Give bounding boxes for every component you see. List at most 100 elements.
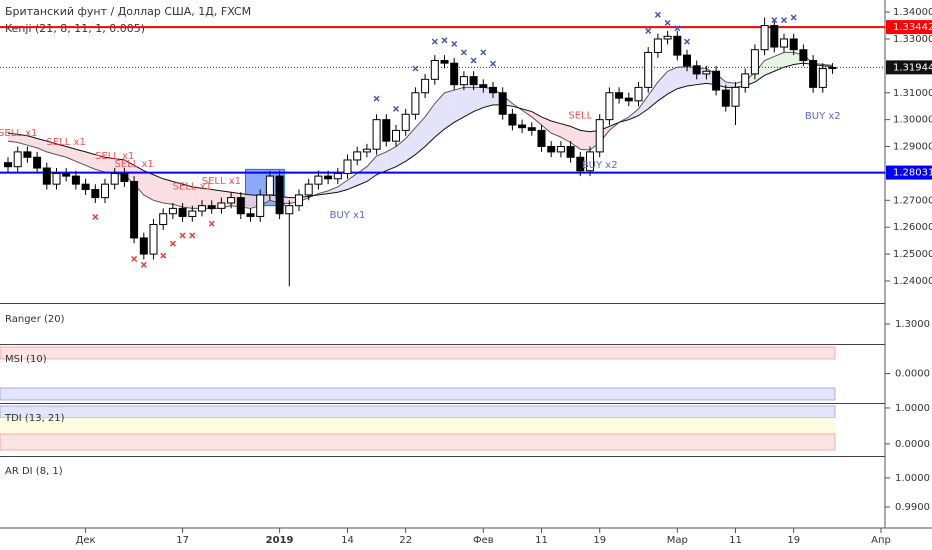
candle-body — [527, 127, 536, 131]
band-fill — [328, 186, 338, 194]
band-fill — [560, 123, 571, 143]
candle — [770, 20, 779, 53]
candle — [556, 141, 565, 158]
candle-body — [537, 129, 546, 148]
x-marker — [373, 95, 380, 102]
candle — [566, 141, 575, 163]
chart-title: Британский фунт / Доллар США, 1Д, FXCM — [5, 5, 251, 18]
x-tick-label: 11 — [729, 535, 742, 546]
candle-body — [275, 175, 284, 215]
x-marker — [674, 25, 681, 32]
candle — [780, 33, 788, 53]
candle-body — [576, 156, 585, 172]
candle — [362, 143, 371, 158]
signal-label: BUY x2 — [805, 111, 841, 122]
pane-y-tick-label: 0.9900 — [895, 502, 930, 513]
candle-body — [168, 207, 177, 215]
candle — [159, 208, 168, 230]
candle-body — [304, 183, 313, 196]
band-fill — [551, 120, 561, 138]
band-fill — [337, 180, 348, 193]
band-fill — [17, 134, 28, 146]
signal-label: SELL x1 — [95, 151, 134, 162]
candle-body — [149, 223, 158, 255]
candle — [595, 114, 604, 158]
x-marker — [92, 213, 99, 220]
candle — [91, 184, 100, 203]
band-fill — [202, 188, 212, 209]
candle-body — [818, 68, 827, 88]
band-fill — [463, 87, 474, 117]
x-marker — [131, 255, 138, 262]
candle — [304, 178, 313, 201]
pane-label: TDI (13, 21) — [4, 413, 65, 424]
candle — [683, 49, 691, 72]
candle-body — [440, 59, 449, 64]
x-marker — [179, 232, 186, 239]
candle-body — [450, 62, 459, 86]
candle-body — [828, 66, 837, 70]
x-marker — [140, 261, 147, 268]
band-fill — [444, 90, 455, 130]
x-marker — [431, 38, 438, 45]
candle-body — [343, 159, 352, 174]
candle-body — [285, 205, 294, 215]
candle-body — [198, 205, 206, 212]
candle-body — [372, 119, 381, 150]
candle-body — [489, 86, 497, 94]
candle-body — [653, 38, 662, 53]
signal-label: SELL x1 — [114, 159, 153, 170]
candle — [343, 154, 352, 179]
candle-body — [353, 151, 362, 161]
x-tick-label: 17 — [176, 535, 189, 546]
candle-body — [188, 210, 197, 217]
candle — [236, 192, 245, 220]
price-tag — [886, 165, 932, 180]
candle — [130, 176, 139, 244]
y-tick-label: 1.27000 — [893, 195, 932, 206]
pane-y-tick-label: 1.0000 — [895, 403, 930, 414]
candle — [285, 200, 294, 287]
band-fill — [774, 52, 784, 72]
price-tag-label: 1.33442 — [893, 22, 932, 33]
y-tick-label: 1.25000 — [893, 249, 932, 260]
candle — [828, 63, 837, 74]
band-fill — [454, 87, 464, 123]
candle — [110, 168, 119, 190]
band-fill — [66, 146, 76, 162]
candle-body — [644, 51, 653, 88]
band-fill — [143, 170, 154, 201]
candle — [382, 114, 391, 147]
candle-body — [692, 65, 701, 75]
x-marker — [460, 49, 467, 56]
band-fill — [648, 82, 658, 109]
candle-body — [780, 38, 788, 48]
pane-y-tick-label: 0.0000 — [895, 439, 930, 450]
candle — [644, 47, 653, 93]
price-tag — [886, 20, 932, 35]
candle — [13, 146, 22, 173]
candle — [62, 168, 71, 182]
candle — [178, 202, 187, 222]
candle — [818, 63, 827, 93]
candle — [314, 170, 323, 190]
candle — [605, 87, 614, 126]
candle-body — [333, 172, 342, 180]
candle-body — [673, 35, 682, 56]
x-tick-label: Фев — [473, 535, 494, 546]
signal-label: SELL — [568, 111, 592, 122]
candle — [673, 30, 682, 61]
y-tick-label: 1.31000 — [893, 88, 932, 99]
candle — [52, 168, 61, 190]
band-fill — [415, 116, 426, 155]
candle — [101, 178, 109, 203]
band-fill — [667, 67, 678, 95]
candle-body — [71, 175, 80, 185]
candle — [392, 125, 400, 147]
candle — [411, 87, 420, 120]
candle — [712, 65, 721, 96]
candle-body — [207, 205, 216, 209]
x-tick-label: 19 — [787, 535, 800, 546]
band-fill — [85, 151, 96, 170]
x-marker — [664, 19, 671, 26]
